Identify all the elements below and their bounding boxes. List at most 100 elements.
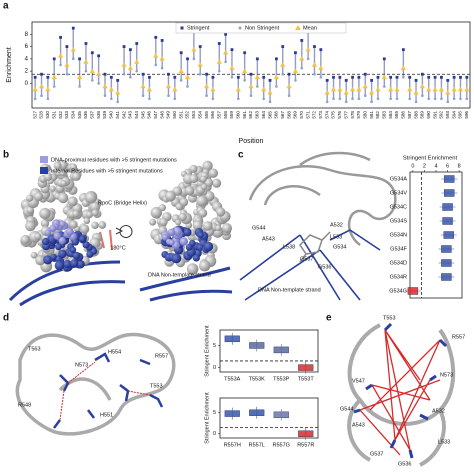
legend-label: Internal Residues with >5 stringent muta… (51, 168, 163, 174)
mean-marker (121, 62, 127, 67)
atom-sphere (83, 217, 91, 225)
legend-swatch (40, 167, 48, 174)
atom-sphere (201, 183, 208, 191)
residue-label: DNA Non-template strand (258, 287, 321, 293)
mean-marker (349, 86, 356, 92)
non-stringent-point (103, 94, 107, 98)
mean-marker (172, 86, 178, 92)
x-tick-label: 558 (223, 111, 228, 119)
atom-sphere (26, 206, 35, 215)
panel-label: c (238, 150, 244, 161)
residue-label: G534 (333, 244, 346, 250)
atom-sphere (202, 160, 213, 172)
mean-marker (343, 89, 349, 95)
non-stringent-point (376, 97, 380, 101)
x-axis-label: Stringent Enrichment (403, 156, 458, 162)
non-stringent-point (224, 60, 227, 64)
mean-marker (381, 74, 387, 80)
non-stringent-point (344, 100, 348, 104)
stringent-point (465, 75, 469, 79)
atom-sphere (91, 221, 99, 230)
atom-sphere (76, 259, 85, 269)
residue-label: T553 (383, 315, 396, 321)
atom-sphere (192, 220, 203, 231)
mean-marker (96, 71, 102, 77)
x-tick-label: 587 (407, 111, 412, 119)
y-tick-label: 6 (25, 44, 29, 50)
atom-sphere (183, 228, 192, 237)
x-tick-label: 542 (121, 111, 126, 119)
panel-label: e (326, 313, 332, 324)
x-tick-label: 561 (242, 111, 247, 119)
stringent-point (294, 51, 297, 55)
residue-label: L533 (330, 234, 342, 240)
non-stringent-point (338, 97, 342, 101)
stringent-point (420, 72, 424, 76)
residue-label: V547 (352, 378, 365, 384)
residue-label: A543 (352, 422, 365, 428)
mean-marker (216, 59, 222, 64)
atom-sphere (33, 191, 44, 202)
stringent-point (319, 48, 323, 52)
x-tick-label: R557R (297, 442, 314, 448)
atom-sphere (53, 161, 62, 170)
stringent-point (59, 35, 62, 39)
x-tick-label: 540 (109, 111, 114, 119)
atom-sphere (84, 191, 97, 204)
residue-label: R557 (452, 334, 465, 340)
x-tick-label: 572 (312, 111, 317, 119)
residue-label: G537 (370, 451, 383, 457)
plot-frame (219, 397, 319, 439)
plot-frame (219, 329, 319, 373)
non-stringent-point (408, 97, 411, 101)
x-tick-label: 593 (445, 111, 450, 119)
mean-marker (413, 89, 419, 95)
non-stringent-point (414, 100, 418, 104)
residue-label: G544 (340, 406, 353, 412)
non-stringent-point (84, 69, 88, 73)
stringent-point (370, 78, 374, 82)
stringent-point (440, 75, 443, 79)
x-tick-label: 583 (382, 111, 387, 119)
atom-sphere (161, 233, 169, 241)
y-tick-label: G534C (390, 204, 407, 210)
mean-marker (77, 74, 83, 80)
mean-marker (457, 86, 464, 92)
non-stringent-point (40, 94, 43, 98)
atom-sphere (30, 251, 38, 259)
mean-marker (356, 86, 362, 92)
x-tick-label: 586 (401, 111, 406, 119)
stringent-point (205, 72, 208, 76)
stringent-point (173, 75, 177, 79)
non-stringent-point (332, 97, 335, 101)
legend-label: Stringent (187, 25, 210, 31)
non-stringent-point (217, 69, 221, 73)
x-tick-label: 569 (293, 111, 298, 119)
mean-marker (292, 68, 299, 73)
non-stringent-point (154, 63, 158, 67)
stringent-point (154, 35, 158, 39)
mean-marker (280, 62, 286, 67)
x-tick-label: 541 (115, 111, 120, 119)
stringent-point (160, 39, 164, 42)
atom-sphere (69, 220, 78, 229)
atom-sphere (69, 246, 77, 254)
mean-marker (203, 83, 210, 89)
non-stringent-point (262, 97, 265, 101)
stringent-point (97, 54, 101, 58)
residue-label: G536 (318, 264, 331, 270)
atom-sphere (71, 171, 81, 181)
atom-sphere (212, 178, 222, 188)
x-tick-label: 527 (32, 111, 37, 119)
mean-marker (369, 89, 375, 95)
non-stringent-point (33, 97, 37, 101)
mean-marker (115, 89, 121, 95)
y-axis-label: Stringent Enrichment (204, 325, 210, 377)
plot-frame (31, 21, 471, 109)
non-stringent-point (351, 97, 354, 101)
x-tick-label: 574 (324, 111, 329, 119)
non-stringent-point (65, 72, 69, 76)
non-stringent-point (300, 66, 304, 70)
atom-sphere (192, 254, 200, 262)
mean-marker (223, 49, 229, 55)
